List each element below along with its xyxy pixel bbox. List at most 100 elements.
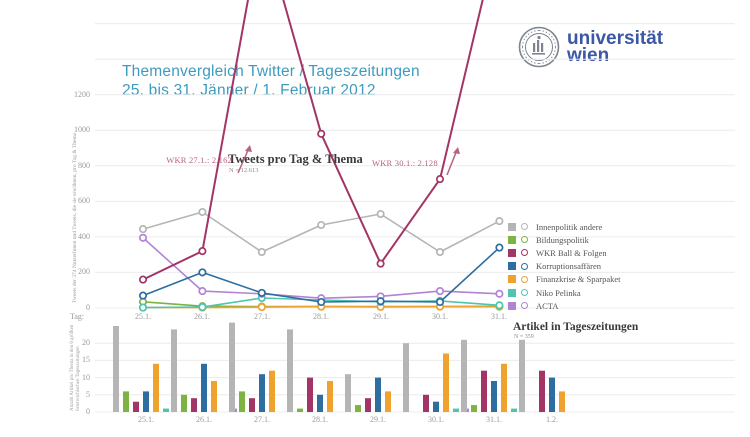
line-chart-n-count: N = 12.613 [229,167,259,174]
logo-wordmark: universität wien [567,29,663,66]
bar [123,391,129,412]
legend-label: Niko Pelinka [536,287,581,298]
y-tick-label: 800 [78,161,90,170]
y-tick-label: 1000 [74,125,90,134]
bar [181,394,187,412]
legend-swatch-icon [508,262,516,271]
bar [163,408,169,412]
annotation-wkr-30-1: WKR 30.1.: 2.128 [372,158,438,168]
bar [355,405,361,412]
x-tick-label: 28.1. [313,312,329,321]
x-tick-label: 30.1. [432,312,448,321]
bar [491,381,497,412]
x-tick-label: 27.1. [254,415,270,424]
bar [345,374,351,412]
legend-item: Korruptionsaffären [508,260,621,273]
bar [501,363,507,412]
legend-label: Bildungspolitik [536,234,589,245]
bar [171,329,177,412]
legend-marker-icon [521,289,528,297]
bar [143,391,149,412]
x-tick-label: 30.1. [428,415,444,424]
bar [433,401,439,412]
y-tick-label: 10 [82,373,90,382]
y-tick-label: 20 [82,338,90,347]
legend-marker-icon [521,249,528,257]
legend-item: ACTA [508,299,621,312]
bar [539,370,545,412]
legend-item: WKR Ball & Folgen [508,246,621,259]
legend-marker-icon [521,236,528,244]
bar [259,374,265,412]
bar [269,370,275,412]
y-tick-label: 0 [86,407,90,416]
legend-swatch-icon [508,288,516,297]
bar [239,391,245,412]
legend-marker-icon [521,302,528,310]
line-chart-x-axis-label: Tag: [70,312,85,321]
legend-marker-icon [521,262,528,270]
bar [317,394,323,412]
bar [153,363,159,412]
x-tick-label: 26.1. [196,415,212,424]
bar [229,322,235,412]
page-title: Themenvergleich Twitter / Tageszeitungen… [122,62,420,100]
slide-title-line1: Themenvergleich Twitter / Tageszeitungen [122,63,420,80]
university-logo: universität wien [518,26,663,68]
bar [297,408,303,412]
logo-line2: wien [567,45,610,66]
x-tick-label: 31.1. [486,415,502,424]
bar [211,381,217,412]
bar [549,377,555,412]
legend-swatch-icon [508,275,516,284]
legend-label: Korruptionsaffären [536,261,601,272]
bar [453,408,459,412]
line-chart-title: Tweets pro Tag & Thema [228,152,363,166]
y-tick-label: 200 [78,267,90,276]
x-tick-label: 29.1. [373,312,389,321]
bar [443,353,449,412]
bar [403,343,409,412]
x-tick-label: 1.2. [546,415,558,424]
legend-label: ACTA [536,300,559,311]
bar [461,339,467,412]
bar [365,398,371,412]
university-seal-icon [518,26,560,68]
bar [559,391,565,412]
legend-swatch-icon [508,248,516,257]
bar [463,408,469,412]
bar [385,391,391,412]
slide-title-line2: 25. bis 31. Jänner / 1. Februar 2012 [122,82,376,99]
legend-swatch-icon [508,235,516,244]
bar-chart-n-count: N = 359 [514,334,534,340]
x-tick-label: 31.1. [491,312,507,321]
bar [307,377,313,412]
bar [519,339,525,412]
bar [113,326,119,412]
legend-item: Finanzkrise & Sparpaket [508,273,621,286]
y-tick-label: 15 [82,355,90,364]
bar [511,408,517,412]
bar [481,370,487,412]
legend-label: Finanzkrise & Sparpaket [536,274,621,285]
bar [249,398,255,412]
bar [231,408,237,412]
bar [423,394,429,412]
legend-item: Innenpolitik andere [508,220,621,233]
x-tick-label: 29.1. [370,415,386,424]
bar [191,398,197,412]
bar [327,381,333,412]
x-tick-label: 25.1. [135,312,151,321]
legend-item: Niko Pelinka [508,286,621,299]
y-tick-label: 1200 [74,90,90,99]
bar [375,377,381,412]
legend-marker-icon [521,223,528,231]
legend-swatch-icon [508,222,516,231]
x-tick-label: 28.1. [312,415,328,424]
x-tick-label: 25.1. [138,415,154,424]
x-tick-label: 26.1. [194,312,210,321]
bar [133,401,139,412]
y-tick-label: 400 [78,232,90,241]
legend-item: Bildungspolitik [508,233,621,246]
